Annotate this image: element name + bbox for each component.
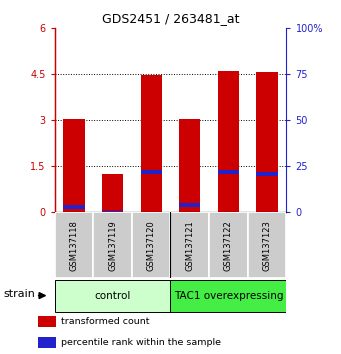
Bar [179, 203, 201, 207]
FancyBboxPatch shape [132, 212, 170, 278]
Text: GDS2451 / 263481_at: GDS2451 / 263481_at [102, 12, 239, 25]
Bar [140, 75, 162, 212]
Bar [179, 119, 201, 212]
Bar [38, 316, 56, 327]
FancyBboxPatch shape [55, 280, 170, 312]
Bar [63, 205, 85, 209]
Bar [38, 337, 56, 348]
Text: GSM137122: GSM137122 [224, 220, 233, 270]
Text: TAC1 overexpressing: TAC1 overexpressing [174, 291, 283, 301]
Bar [256, 172, 278, 176]
Text: GSM137121: GSM137121 [185, 220, 194, 270]
Text: percentile rank within the sample: percentile rank within the sample [61, 338, 221, 347]
Bar [256, 72, 278, 212]
FancyBboxPatch shape [55, 212, 93, 278]
Text: strain: strain [3, 289, 35, 299]
Bar [140, 170, 162, 174]
Text: GSM137118: GSM137118 [69, 220, 78, 270]
Bar [218, 71, 239, 212]
Text: GSM137120: GSM137120 [147, 220, 156, 270]
Text: transformed count: transformed count [61, 317, 149, 326]
Bar [218, 170, 239, 174]
FancyBboxPatch shape [209, 212, 248, 278]
Bar [63, 119, 85, 212]
FancyBboxPatch shape [170, 212, 209, 278]
Bar [102, 210, 123, 211]
Text: GSM137123: GSM137123 [263, 220, 272, 270]
Text: GSM137119: GSM137119 [108, 220, 117, 270]
FancyBboxPatch shape [93, 212, 132, 278]
Bar [102, 174, 123, 212]
FancyBboxPatch shape [170, 280, 286, 312]
Text: control: control [94, 291, 131, 301]
FancyBboxPatch shape [248, 212, 286, 278]
